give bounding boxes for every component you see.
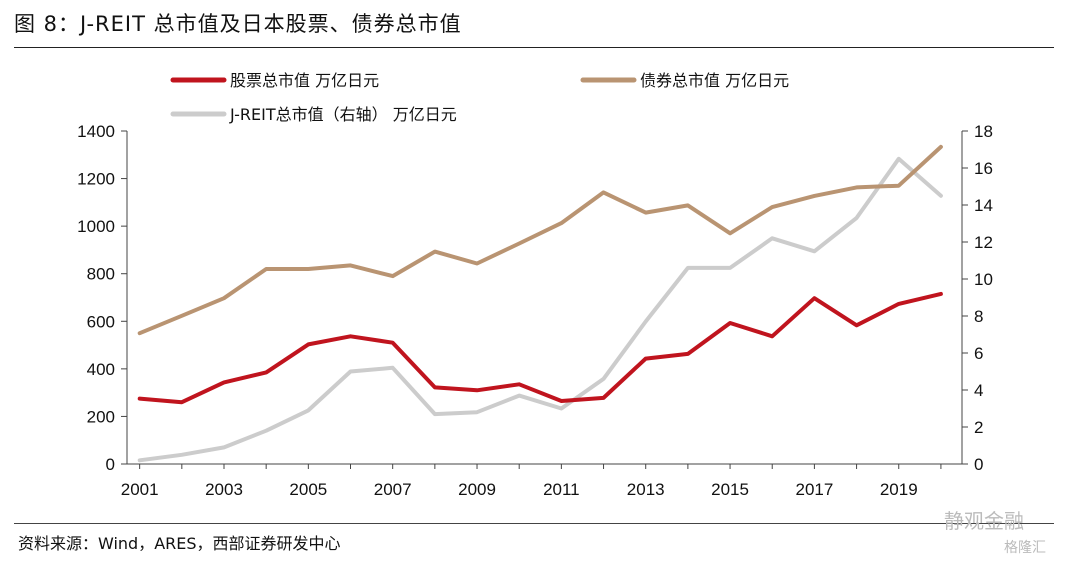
right-axis-tick-label: 18	[974, 122, 993, 141]
legend: 股票总市值 万亿日元 债券总市值 万亿日元 J-REIT总市值（右轴） 万亿日元	[170, 71, 789, 124]
x-axis-tick-label: 2007	[374, 480, 412, 499]
x-axis-tick-label: 2017	[795, 480, 833, 499]
left-axis-tick-label: 0	[106, 455, 115, 474]
right-axis-tick-label: 16	[974, 159, 993, 178]
watermark-brand: 静观金融	[944, 509, 1024, 533]
right-axis-tick-label: 8	[974, 307, 983, 326]
x-axis-tick-label: 2013	[627, 480, 665, 499]
legend-label-1: 股票总市值 万亿日元	[230, 71, 379, 90]
left-axis-tick-label: 800	[87, 265, 115, 284]
right-axis-tick-label: 6	[974, 344, 983, 363]
legend-label-3: J-REIT总市值（右轴） 万亿日元	[229, 105, 457, 124]
legend-label-2: 债券总市值 万亿日元	[640, 71, 789, 90]
right-axis-tick-label: 10	[974, 270, 993, 289]
x-axis-tick-label: 2011	[543, 480, 580, 499]
watermark-logo: 格隆汇	[1004, 540, 1046, 556]
right-axis-tick-label: 2	[974, 418, 983, 437]
line-chart: 股票总市值 万亿日元 债券总市值 万亿日元 J-REIT总市值（右轴） 万亿日元 0…	[77, 71, 993, 499]
x-axis-tick-label: 2015	[711, 480, 749, 499]
source-divider	[14, 523, 1054, 524]
title-divider	[14, 47, 1054, 48]
left-axis-tick-label: 600	[87, 312, 115, 331]
left-axis-tick-label: 1400	[77, 122, 115, 141]
figure-title: 图 8：J-REIT 总市值及日本股票、债券总市值	[14, 12, 462, 36]
right-axis-tick-label: 4	[974, 381, 983, 400]
series-line-3	[137, 156, 943, 463]
x-axis-tick-label: 2003	[205, 480, 243, 499]
left-axis-tick-label: 400	[87, 360, 115, 379]
x-axis-tick-label: 2001	[121, 480, 159, 499]
x-axis-tick-label: 2005	[289, 480, 327, 499]
right-axis-tick-label: 12	[974, 233, 993, 252]
left-axis-tick-label: 1200	[77, 170, 115, 189]
source-note: 资料来源：Wind，ARES，西部证券研发中心	[18, 534, 341, 553]
axes: 0 200 400 600 800 1000 1200 1400 0 2 4 6 8 10 12 14 16 18…	[77, 122, 993, 499]
series-lines	[137, 144, 943, 463]
x-axis-tick-label: 2019	[880, 480, 918, 499]
series-line-1	[137, 291, 943, 405]
right-axis-tick-label: 0	[974, 455, 983, 474]
x-axis-tick-label: 2009	[458, 480, 496, 499]
series-line-2	[137, 144, 943, 336]
right-axis-tick-label: 14	[974, 196, 993, 215]
left-axis-tick-label: 1000	[77, 217, 115, 236]
left-axis-tick-label: 200	[87, 407, 115, 426]
